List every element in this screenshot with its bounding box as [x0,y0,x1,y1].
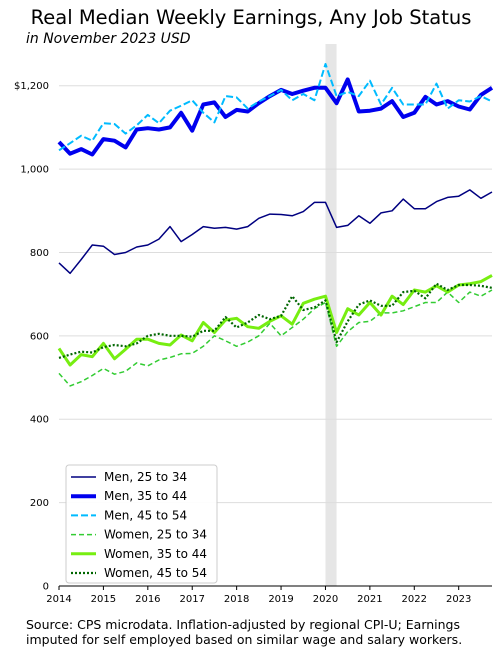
source-footnote: Source: CPS microdata. Inflation-adjuste… [26,617,496,647]
legend: Men, 25 to 34 Men, 35 to 44 Men, 45 to 54 W… [66,465,217,583]
legend-label: Women, 35 to 44 [104,547,207,561]
x-tick-label: 2023 [446,594,471,605]
legend-label: Men, 25 to 34 [104,470,187,484]
y-tick-label: 0 [43,582,49,593]
legend-label: Men, 35 to 44 [104,489,187,503]
series-line-5 [59,275,492,365]
legend-label: Women, 45 to 54 [104,566,207,580]
x-tick-label: 2014 [46,594,71,605]
series-layer [59,64,492,386]
legend-label: Women, 25 to 34 [104,528,207,542]
x-tick-label: 2020 [313,594,338,605]
series-line-3 [59,64,492,150]
x-tick-label: 2019 [268,594,293,605]
line-chart: 0 200 400 600 800 1,000 $1,200 2014 2015 2016 2017… [0,0,502,612]
y-tick-label: 600 [30,331,49,342]
series-line-6 [59,284,492,358]
x-tick-label: 2016 [135,594,160,605]
y-tick-label: 200 [30,498,49,509]
x-tick-label: 2018 [224,594,249,605]
x-tick-label: 2022 [402,594,427,605]
series-line-4 [59,290,492,386]
y-tick-label: 800 [30,248,49,259]
series-line-1 [59,190,492,273]
legend-label: Men, 45 to 54 [104,508,187,522]
y-tick-label: 400 [30,415,49,426]
y-tick-label: $1,200 [14,81,49,92]
x-tick-label: 2015 [91,594,116,605]
y-tick-label: 1,000 [20,165,49,176]
x-tick-label: 2017 [180,594,205,605]
series-line-2 [59,79,492,154]
x-tick-label: 2021 [357,594,382,605]
